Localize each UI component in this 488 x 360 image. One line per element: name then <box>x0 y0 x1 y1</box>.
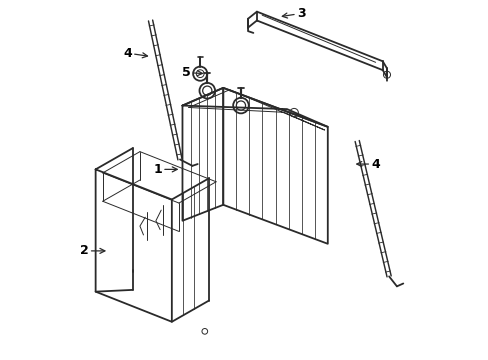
Text: 5: 5 <box>182 66 202 79</box>
Text: 1: 1 <box>153 163 177 176</box>
Text: 4: 4 <box>356 158 379 171</box>
Text: 2: 2 <box>80 244 105 257</box>
Text: 3: 3 <box>282 7 305 20</box>
Text: 4: 4 <box>123 46 147 60</box>
